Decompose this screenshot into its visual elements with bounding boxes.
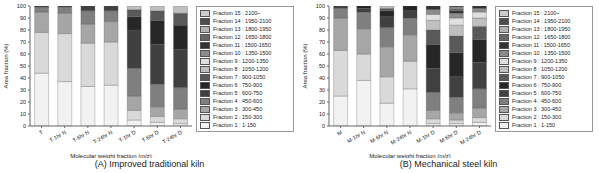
html-text:Fraction 10 : 1350-1500: Fraction 10 : 1350-1500 <box>512 50 571 56</box>
svg-text:20: 20 <box>319 99 325 105</box>
svg-text:M-24hr D: M-24hr D <box>459 129 482 146</box>
html-text:Fraction 4 : 450-600: Fraction 4 : 450-600 <box>512 98 562 104</box>
svg-text:60: 60 <box>319 51 325 57</box>
svg-text:90: 90 <box>319 15 325 21</box>
svg-text:T-1hr N: T-1hr N <box>48 129 67 143</box>
html-text:Fraction 8 : 1050-1200: Fraction 8 : 1050-1200 <box>512 66 568 72</box>
html-text:Fraction 1 : 1-150: Fraction 1 : 1-150 <box>213 122 257 128</box>
svg-text:30: 30 <box>319 87 325 93</box>
svg-text:M-1hr D: M-1hr D <box>415 129 435 144</box>
html-text:Fraction 5 : 600-750: Fraction 5 : 600-750 <box>512 90 562 96</box>
html-text:Fraction 1 : 1-150: Fraction 1 : 1-150 <box>512 122 556 128</box>
html-text:Fraction 12 : 1650-1800: Fraction 12 : 1650-1800 <box>213 34 272 40</box>
svg-text:80: 80 <box>319 27 325 33</box>
html-text:Fraction 14 : 1950-2100: Fraction 14 : 1950-2100 <box>512 18 571 24</box>
html-text:Fraction 15 : 2100~: Fraction 15 : 2100~ <box>213 10 261 16</box>
svg-text:T-1hr D: T-1hr D <box>118 129 137 143</box>
html-text:Fraction 12 : 1650-1800: Fraction 12 : 1650-1800 <box>512 34 571 40</box>
svg-text:10: 10 <box>20 111 26 117</box>
html-text:(A) Improved traditional kiln: (A) Improved traditional kiln <box>94 159 205 169</box>
html-text:Fraction 4 : 450-600: Fraction 4 : 450-600 <box>213 98 263 104</box>
svg-text:M-1hr N: M-1hr N <box>346 129 366 144</box>
svg-text:80: 80 <box>20 27 26 33</box>
svg-text:M-6hr N: M-6hr N <box>369 129 389 144</box>
svg-text:10: 10 <box>319 111 325 117</box>
svg-text:T-6hr D: T-6hr D <box>141 129 160 143</box>
svg-text:T-24hr N: T-24hr N <box>92 129 114 145</box>
html-text:Fraction 3 : 300-450: Fraction 3 : 300-450 <box>213 106 263 112</box>
svg-text:0: 0 <box>322 123 325 129</box>
svg-text:40: 40 <box>20 75 26 81</box>
svg-text:50: 50 <box>20 63 26 69</box>
svg-text:100: 100 <box>17 3 26 9</box>
html-text:Fraction 11 : 1500-1650: Fraction 11 : 1500-1650 <box>512 42 570 48</box>
html-text:Fraction 2 : 150-300: Fraction 2 : 150-300 <box>512 114 562 120</box>
svg-text:0: 0 <box>23 123 26 129</box>
html-text:Fraction 7 : 900-1050: Fraction 7 : 900-1050 <box>213 74 266 80</box>
svg-text:T-6hr N: T-6hr N <box>71 129 90 143</box>
svg-text:Molecular weight fraction (m/z: Molecular weight fraction (m/z) <box>70 153 152 158</box>
svg-text:100: 100 <box>316 3 325 9</box>
html-text:Fraction 13 : 1800-1950: Fraction 13 : 1800-1950 <box>213 26 272 32</box>
svg-text:60: 60 <box>20 51 26 57</box>
html-text:Fraction 2 : 150-300: Fraction 2 : 150-300 <box>213 114 263 120</box>
html-text:Fraction 11 : 1500-1650: Fraction 11 : 1500-1650 <box>213 42 271 48</box>
svg-text:30: 30 <box>20 87 26 93</box>
html-text:Fraction 6 : 750-900: Fraction 6 : 750-900 <box>512 82 562 88</box>
html-text:Fraction 6 : 750-900: Fraction 6 : 750-900 <box>213 82 263 88</box>
svg-text:40: 40 <box>319 75 325 81</box>
svg-text:M: M <box>336 129 343 137</box>
html-text:Fraction 8 : 1050-1200: Fraction 8 : 1050-1200 <box>213 66 269 72</box>
svg-text:70: 70 <box>20 39 26 45</box>
html-text:Fraction 15 : 2100~: Fraction 15 : 2100~ <box>512 10 560 16</box>
html-text:Fraction 10 : 1350-1500: Fraction 10 : 1350-1500 <box>213 50 272 56</box>
svg-text:20: 20 <box>20 99 26 105</box>
svg-text:T: T <box>38 129 44 136</box>
html-text:Fraction 9 : 1200-1350: Fraction 9 : 1200-1350 <box>512 58 568 64</box>
html-text:Fraction 7 : 900-1050: Fraction 7 : 900-1050 <box>512 74 565 80</box>
html-text:Fraction 3 : 300-450: Fraction 3 : 300-450 <box>512 106 562 112</box>
svg-text:Area fraction (%): Area fraction (%) <box>8 43 9 88</box>
html-text:Fraction 5 : 600-750: Fraction 5 : 600-750 <box>213 90 263 96</box>
svg-text:90: 90 <box>20 15 26 21</box>
svg-text:M-6hr D: M-6hr D <box>439 129 459 144</box>
svg-text:M-24hr N: M-24hr N <box>390 129 413 146</box>
html-text:Fraction 9 : 1200-1350: Fraction 9 : 1200-1350 <box>213 58 269 64</box>
html-text:Fraction 14 : 1950-2100: Fraction 14 : 1950-2100 <box>213 18 272 24</box>
svg-text:70: 70 <box>319 39 325 45</box>
svg-text:T-24hr D: T-24hr D <box>161 129 183 145</box>
svg-text:50: 50 <box>319 63 325 69</box>
html-text:(B) Mechanical steel kiln: (B) Mechanical steel kiln <box>399 159 498 169</box>
html-text:Fraction 13 : 1800-1950: Fraction 13 : 1800-1950 <box>512 26 571 32</box>
svg-text:Molecular weight fraction (m/z: Molecular weight fraction (m/z) <box>369 153 451 158</box>
svg-text:Area fraction (%): Area fraction (%) <box>302 43 308 88</box>
